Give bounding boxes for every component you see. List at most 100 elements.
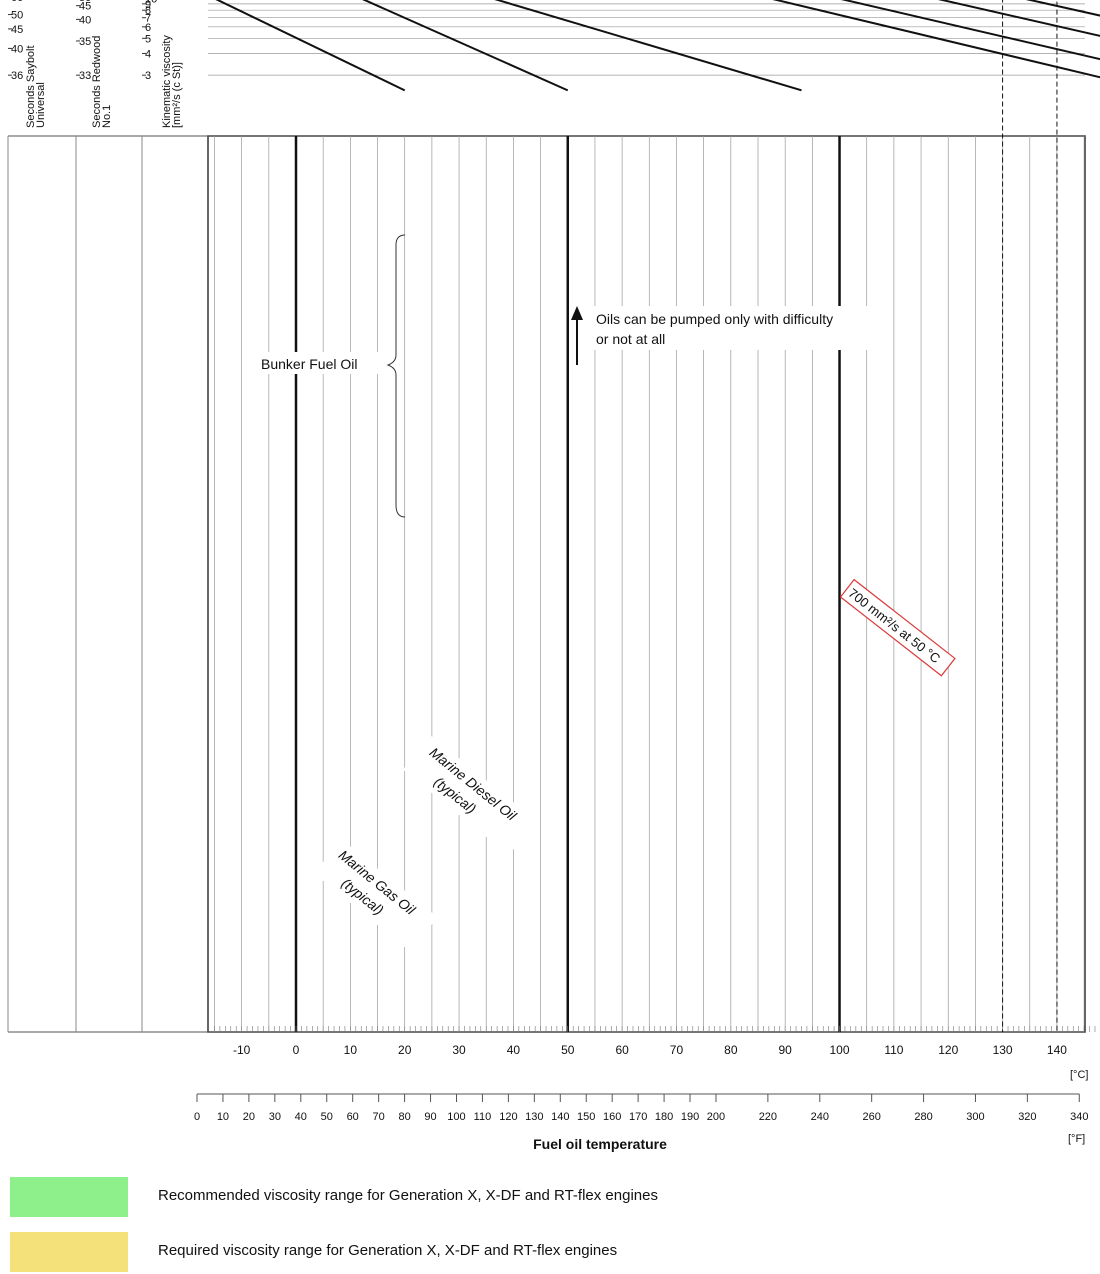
scale-tick-label: 36 bbox=[11, 70, 23, 82]
x-tick-f-90: 90 bbox=[424, 1111, 436, 1123]
x-tick-f-140: 140 bbox=[551, 1111, 569, 1123]
series-line-600 bbox=[405, 0, 1100, 1]
bunker-label-bg bbox=[256, 352, 378, 374]
scale-tick-label: 3 bbox=[145, 70, 151, 82]
scale-tick-label: 4 bbox=[145, 48, 151, 60]
series-line-60 bbox=[937, 0, 1100, 37]
x-tick-f-60: 60 bbox=[347, 1111, 359, 1123]
scale-tick-label: 5 bbox=[145, 33, 151, 45]
scale-tick-label: 60 bbox=[11, 0, 23, 4]
x-tick-f-40: 40 bbox=[295, 1111, 307, 1123]
x-tick-f-280: 280 bbox=[914, 1111, 932, 1123]
plot-frame bbox=[207, 135, 1086, 1033]
series-line-380 bbox=[405, 0, 1100, 9]
legend-label-required: Required viscosity range for Generation … bbox=[158, 1242, 618, 1259]
x-tick-f-130: 130 bbox=[525, 1111, 543, 1123]
boxed-annotation-frame bbox=[839, 578, 956, 677]
scale-tick-label: 40 bbox=[11, 43, 23, 55]
x-tick-c-60: 60 bbox=[615, 1043, 629, 1057]
series-line-unlabeled-7 bbox=[494, 0, 802, 92]
legend-swatch-recommended bbox=[10, 1177, 128, 1217]
x-tick-c-80: 80 bbox=[724, 1043, 738, 1057]
x-tick-c-130: 130 bbox=[993, 1043, 1013, 1057]
scale-tick-label: 45 bbox=[79, 1, 91, 13]
series-line-unlabeled-8 bbox=[362, 0, 569, 92]
scale-tick-label: 50 bbox=[11, 10, 23, 22]
legend-item-required: Required viscosity range for Generation … bbox=[10, 1232, 910, 1274]
x-tick-f-70: 70 bbox=[373, 1111, 385, 1123]
series-line-100 bbox=[1025, 0, 1100, 17]
bunker-label: Bunker Fuel Oil bbox=[261, 356, 357, 372]
x-tick-f-200: 200 bbox=[707, 1111, 725, 1123]
pump-label-bg bbox=[592, 306, 890, 350]
x-tick-f-20: 20 bbox=[243, 1111, 255, 1123]
scale-tick-label: 45 bbox=[11, 24, 23, 36]
x-tick-f-300: 300 bbox=[966, 1111, 984, 1123]
legend-item-recommended: Recommended viscosity range for Generati… bbox=[10, 1177, 910, 1219]
mgo-label: Marine Gas Oil(typical) bbox=[313, 839, 438, 952]
mdo-label: Marine Diesel Oil(typical) bbox=[403, 735, 537, 856]
x-tick-f-340: 340 bbox=[1070, 1111, 1088, 1123]
x-tick-f-80: 80 bbox=[398, 1111, 410, 1123]
x-tick-f-320: 320 bbox=[1018, 1111, 1036, 1123]
x-tick-c-100: 100 bbox=[830, 1043, 850, 1057]
scale-tick-label: 35 bbox=[79, 36, 91, 48]
x-tick-f-100: 100 bbox=[447, 1111, 465, 1123]
x-tick-f-180: 180 bbox=[655, 1111, 673, 1123]
x-tick-c--10: -10 bbox=[233, 1043, 251, 1057]
scale-title-3: [mm²/s (c St)] bbox=[171, 62, 183, 128]
scale-tick-label: 40 bbox=[79, 14, 91, 26]
pump-label-line1: Oils can be pumped only with difficulty bbox=[596, 311, 833, 327]
scale-tick-label: 50 bbox=[79, 0, 91, 4]
x-tick-f-30: 30 bbox=[269, 1111, 281, 1123]
x-tick-c-50: 50 bbox=[561, 1043, 575, 1057]
scale-title-1: Seconds Saybolt bbox=[25, 45, 37, 128]
x-tick-c-10: 10 bbox=[344, 1043, 358, 1057]
series-line-unlabeled-6 bbox=[772, 0, 1100, 79]
x-unit-f: [°F] bbox=[1068, 1133, 1085, 1145]
x-tick-c-90: 90 bbox=[778, 1043, 792, 1057]
scale-title-2: Seconds Redwood bbox=[91, 36, 103, 128]
series-line-30 bbox=[840, 0, 1100, 61]
pump-arrow-head bbox=[571, 306, 583, 320]
x-tick-f-190: 190 bbox=[681, 1111, 699, 1123]
mgo-label-bg bbox=[313, 839, 438, 952]
scale-tick-label: 8 bbox=[145, 5, 151, 17]
x-axis-title: Fuel oil temperature bbox=[533, 1136, 667, 1152]
x-tick-f-50: 50 bbox=[321, 1111, 333, 1123]
legend-label-recommended: Recommended viscosity range for Generati… bbox=[158, 1187, 658, 1204]
x-tick-f-170: 170 bbox=[629, 1111, 647, 1123]
x-tick-c-110: 110 bbox=[884, 1043, 903, 1057]
x-tick-f-0: 0 bbox=[194, 1111, 200, 1123]
x-tick-f-150: 150 bbox=[577, 1111, 595, 1123]
scale-tick-label: 6 bbox=[145, 22, 151, 34]
scale-title-1: Universal bbox=[35, 82, 47, 128]
x-tick-c-30: 30 bbox=[452, 1043, 466, 1057]
legend-swatch-required bbox=[10, 1232, 128, 1272]
boxed-annotation: 700 mm²/s at 50 °C bbox=[839, 578, 956, 677]
x-tick-c-40: 40 bbox=[507, 1043, 521, 1057]
bunker-brace bbox=[386, 234, 406, 518]
x-tick-c-20: 20 bbox=[398, 1043, 412, 1057]
x-tick-c-140: 140 bbox=[1047, 1043, 1067, 1057]
x-tick-f-160: 160 bbox=[603, 1111, 621, 1123]
x-tick-f-110: 110 bbox=[474, 1111, 492, 1123]
mdo-label-bg bbox=[403, 735, 537, 856]
x-tick-f-120: 120 bbox=[499, 1111, 517, 1123]
scale-tick-label: 10 bbox=[145, 0, 157, 5]
x-tick-f-260: 260 bbox=[862, 1111, 880, 1123]
pump-label-line2: or not at all bbox=[596, 331, 665, 347]
scale-tick-label: 33 bbox=[79, 70, 91, 82]
scale-tick-label: 7 bbox=[145, 13, 151, 25]
scale-title-2: No.1 bbox=[101, 105, 113, 128]
x-tick-c-120: 120 bbox=[938, 1043, 958, 1057]
x-tick-f-240: 240 bbox=[811, 1111, 829, 1123]
x-tick-c-0: 0 bbox=[293, 1043, 300, 1057]
boxed-annotation-text: 700 mm²/s at 50 °C bbox=[846, 585, 944, 666]
scale-title-3: Kinematic viscosity bbox=[161, 35, 173, 128]
x-tick-f-220: 220 bbox=[759, 1111, 777, 1123]
x-unit-c: [°C] bbox=[1070, 1069, 1088, 1081]
series-line-unlabeled-9 bbox=[215, 0, 406, 92]
